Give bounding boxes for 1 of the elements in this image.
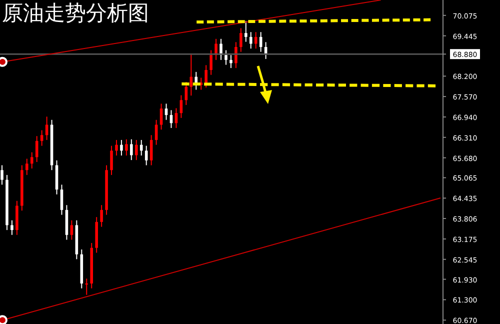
chart-title: 原油走势分析图 [2,0,149,26]
